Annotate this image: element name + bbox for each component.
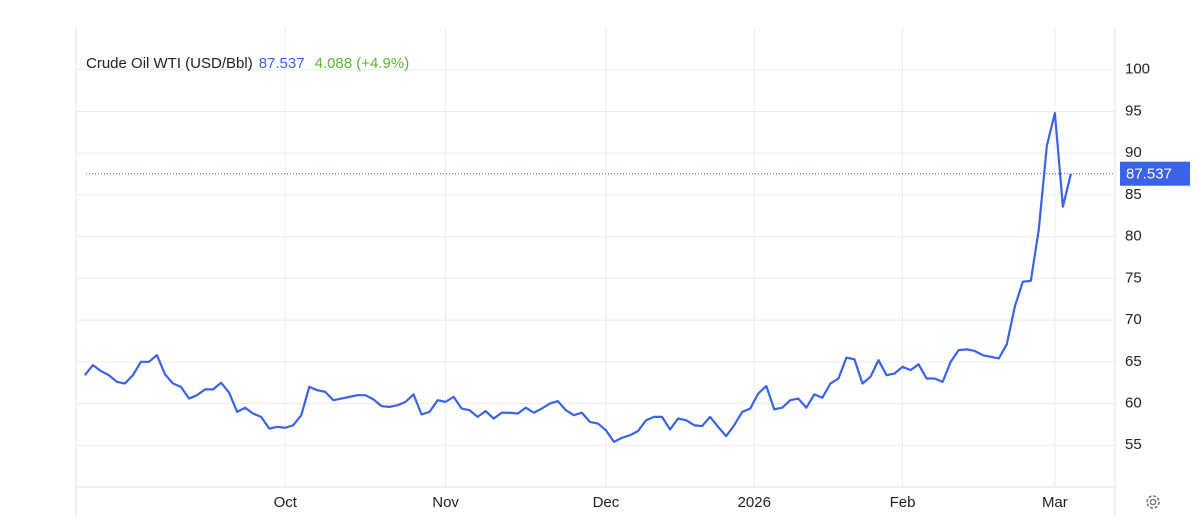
y-tick-label: 55: [1125, 436, 1142, 453]
x-tick-label: Dec: [593, 494, 620, 511]
x-tick-label: Nov: [432, 494, 459, 511]
x-tick-label: 2026: [738, 494, 771, 511]
y-tick-label: 90: [1125, 144, 1142, 161]
x-tick-label: Feb: [890, 494, 916, 511]
price-line: [83, 112, 1072, 444]
y-tick-label: 75: [1125, 269, 1142, 286]
last-price-label: 87.537: [1126, 166, 1172, 183]
y-tick-label: 65: [1125, 353, 1142, 370]
chart-title: Crude Oil WTI (USD/Bbl): [86, 55, 253, 72]
y-tick-label: 100: [1125, 61, 1150, 78]
x-tick-label: Mar: [1042, 494, 1068, 511]
x-tick-label: Oct: [274, 494, 298, 511]
last-price-box: [1120, 161, 1190, 186]
y-tick-label: 85: [1125, 186, 1142, 203]
last-price: 87.537: [259, 55, 305, 72]
y-tick-label: 95: [1125, 102, 1142, 119]
settings-icon[interactable]: [1146, 495, 1160, 509]
chart-header: Crude Oil WTI (USD/Bbl) 87.537 4.088 (+4.9…: [86, 55, 409, 72]
y-tick-label: 80: [1125, 228, 1142, 245]
y-tick-label: 70: [1125, 311, 1142, 328]
y-tick-label: 60: [1125, 395, 1142, 412]
price-change: 4.088 (+4.9%): [315, 55, 410, 72]
